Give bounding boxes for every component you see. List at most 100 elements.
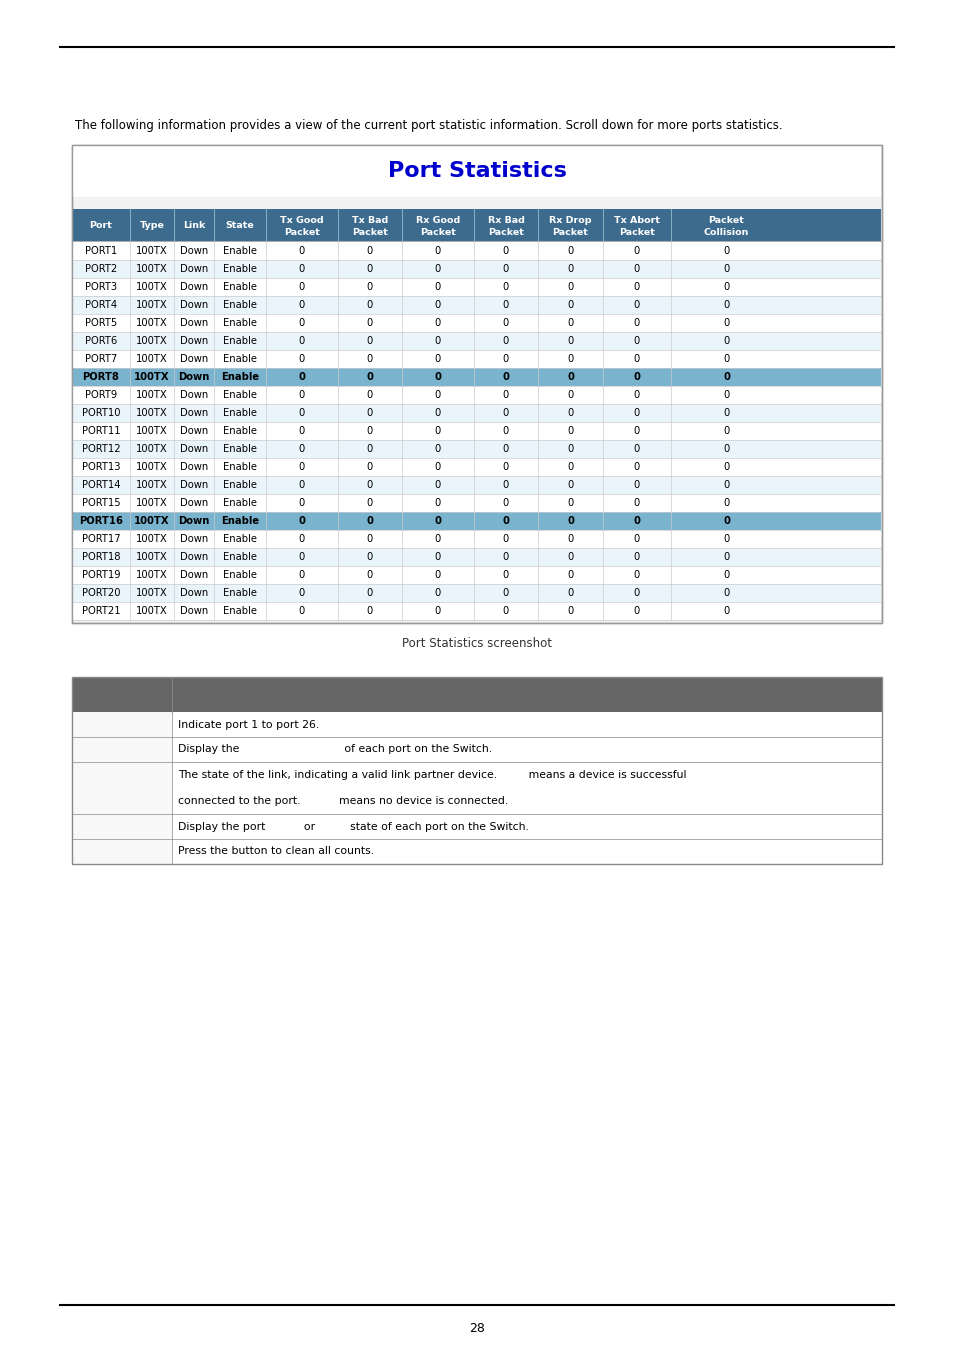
Text: Tx Abort: Tx Abort <box>614 216 659 224</box>
Bar <box>71 676 882 864</box>
Text: 0: 0 <box>502 427 509 436</box>
Text: Link: Link <box>183 220 205 230</box>
Text: 0: 0 <box>566 373 574 382</box>
Text: 0: 0 <box>502 373 509 382</box>
Text: Tx Bad: Tx Bad <box>352 216 388 224</box>
Text: 0: 0 <box>435 282 440 292</box>
Text: Down: Down <box>180 246 208 256</box>
Text: 0: 0 <box>367 336 373 346</box>
Text: Packet: Packet <box>552 228 588 236</box>
Text: 28: 28 <box>469 1322 484 1335</box>
Text: 0: 0 <box>435 552 440 562</box>
Text: 0: 0 <box>633 246 639 256</box>
Text: 0: 0 <box>298 373 305 382</box>
Text: 0: 0 <box>435 246 440 256</box>
Text: Enable: Enable <box>221 516 259 526</box>
Text: 0: 0 <box>502 444 509 454</box>
Text: 0: 0 <box>502 462 509 472</box>
Text: 0: 0 <box>298 354 305 364</box>
Text: 0: 0 <box>722 336 729 346</box>
Text: Display the                              of each port on the Switch.: Display the of each port on the Switch. <box>178 744 492 755</box>
Text: The state of the link, indicating a valid link partner device.         means a d: The state of the link, indicating a vali… <box>178 769 686 780</box>
Text: 0: 0 <box>722 390 729 400</box>
Text: 0: 0 <box>633 606 639 616</box>
Text: 0: 0 <box>298 444 305 454</box>
Text: 0: 0 <box>298 319 305 328</box>
Text: 100TX: 100TX <box>136 481 168 490</box>
Text: 0: 0 <box>298 336 305 346</box>
Text: Down: Down <box>180 589 208 598</box>
Text: 0: 0 <box>722 354 729 364</box>
Text: Enable: Enable <box>223 300 256 310</box>
Text: 0: 0 <box>566 516 574 526</box>
Bar <box>73 386 880 404</box>
Text: 100TX: 100TX <box>136 265 168 274</box>
Text: Down: Down <box>180 481 208 490</box>
Text: 0: 0 <box>367 300 373 310</box>
Text: 0: 0 <box>435 535 440 544</box>
Text: PORT3: PORT3 <box>85 282 117 292</box>
Text: 0: 0 <box>567 336 573 346</box>
Text: PORT8: PORT8 <box>83 373 119 382</box>
Text: Enable: Enable <box>223 552 256 562</box>
Text: Down: Down <box>180 408 208 418</box>
Text: 0: 0 <box>633 282 639 292</box>
Text: 100TX: 100TX <box>136 354 168 364</box>
Text: 0: 0 <box>435 444 440 454</box>
Text: Enable: Enable <box>223 589 256 598</box>
Text: Enable: Enable <box>223 427 256 436</box>
Text: Down: Down <box>180 498 208 508</box>
Text: 0: 0 <box>633 300 639 310</box>
Bar <box>73 278 880 296</box>
Bar <box>73 477 880 494</box>
Text: State: State <box>226 220 254 230</box>
Text: Down: Down <box>178 373 210 382</box>
Text: PORT4: PORT4 <box>85 300 117 310</box>
Text: 100TX: 100TX <box>136 282 168 292</box>
Text: 0: 0 <box>567 535 573 544</box>
Text: 0: 0 <box>367 427 373 436</box>
Text: 0: 0 <box>502 282 509 292</box>
Text: 0: 0 <box>567 300 573 310</box>
Text: 100TX: 100TX <box>136 606 168 616</box>
Text: Enable: Enable <box>223 535 256 544</box>
Text: 0: 0 <box>633 336 639 346</box>
Text: 0: 0 <box>435 462 440 472</box>
Bar <box>71 761 882 814</box>
Text: 0: 0 <box>567 265 573 274</box>
Text: PORT19: PORT19 <box>82 570 120 580</box>
Text: Rx Good: Rx Good <box>416 216 459 224</box>
Text: PORT7: PORT7 <box>85 354 117 364</box>
Text: 0: 0 <box>722 427 729 436</box>
Text: 0: 0 <box>435 408 440 418</box>
Text: 0: 0 <box>502 570 509 580</box>
Text: 0: 0 <box>367 606 373 616</box>
Text: Down: Down <box>180 319 208 328</box>
Text: Display the port           or          state of each port on the Switch.: Display the port or state of each port o… <box>178 822 528 832</box>
Text: PORT13: PORT13 <box>82 462 120 472</box>
Text: Enable: Enable <box>223 354 256 364</box>
Text: 0: 0 <box>298 390 305 400</box>
Text: Down: Down <box>180 336 208 346</box>
Text: 0: 0 <box>502 498 509 508</box>
Bar <box>73 146 880 197</box>
Text: 100TX: 100TX <box>136 570 168 580</box>
Text: 0: 0 <box>435 427 440 436</box>
Text: 100TX: 100TX <box>136 444 168 454</box>
Text: 0: 0 <box>298 589 305 598</box>
Text: 0: 0 <box>298 265 305 274</box>
Bar <box>71 737 882 761</box>
Text: 0: 0 <box>633 354 639 364</box>
Text: 0: 0 <box>633 444 639 454</box>
Bar <box>73 548 880 566</box>
Text: 0: 0 <box>567 246 573 256</box>
Text: 100TX: 100TX <box>136 390 168 400</box>
Text: 0: 0 <box>633 373 639 382</box>
Text: 0: 0 <box>502 336 509 346</box>
Text: Enable: Enable <box>223 462 256 472</box>
Text: 0: 0 <box>502 390 509 400</box>
Bar <box>73 531 880 548</box>
Text: Packet: Packet <box>284 228 319 236</box>
Text: 0: 0 <box>367 552 373 562</box>
Text: 0: 0 <box>567 552 573 562</box>
